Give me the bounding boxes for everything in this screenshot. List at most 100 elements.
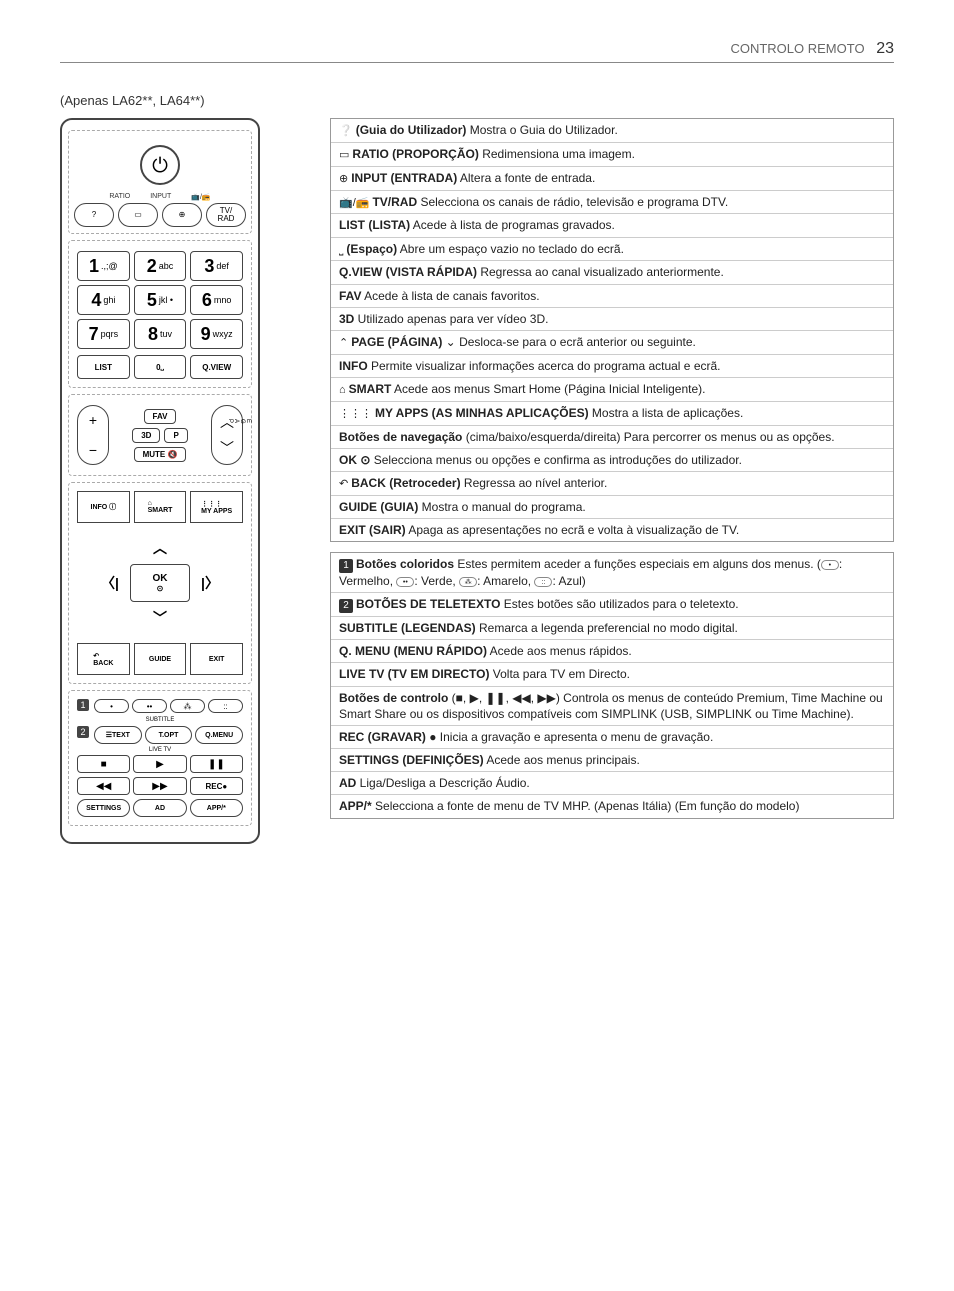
guide-oval-button[interactable]: ? <box>74 203 114 227</box>
red-button[interactable]: • <box>94 699 129 713</box>
subtitle-label: SUBTITLE <box>73 717 247 723</box>
ratio-button[interactable]: ▭ <box>118 203 158 227</box>
description-box-2: 1Botões coloridos Estes permitem aceder … <box>330 552 894 818</box>
qview-button[interactable]: Q.VIEW <box>190 355 243 379</box>
num-6-button[interactable]: 6mno <box>190 285 243 315</box>
dpad-down[interactable]: ﹀ <box>130 608 190 628</box>
desc-row: INFO Permite visualizar informações acer… <box>331 355 893 378</box>
desc-row: REC (GRAVAR) ● Inicia a gravação e apres… <box>331 726 893 749</box>
p-button[interactable]: P <box>164 428 187 443</box>
numpad: 1.,;@2abc3def 4ghi5jkl •6mno 7pqrs8tuv9wxy… <box>73 247 247 353</box>
desc-row: 2BOTÕES DE TELETEXTO Estes botões são ut… <box>331 593 893 617</box>
dpad-left[interactable]: 〈| <box>90 573 130 593</box>
description-box-1: ❔(Guia do Utilizador) Mostra o Guia do U… <box>330 118 894 542</box>
back-button[interactable]: ↶ BACK <box>77 643 130 675</box>
page-vertical-label: P A G E <box>227 419 251 424</box>
ratio-label: RATIO <box>109 193 130 201</box>
yellow-button[interactable]: ⁂ <box>170 699 205 713</box>
dpad-up[interactable]: ︿ <box>130 538 190 558</box>
desc-row: ⌂SMART Acede aos menus Smart Home (Págin… <box>331 378 893 402</box>
desc-row: FAV Acede à lista de canais favoritos. <box>331 285 893 308</box>
play-button[interactable]: ▶ <box>133 755 186 773</box>
green-button[interactable]: •• <box>132 699 167 713</box>
desc-row: ❔(Guia do Utilizador) Mostra o Guia do U… <box>331 119 893 143</box>
desc-row: Q.VIEW (VISTA RÁPIDA) Regressa ao canal … <box>331 261 893 284</box>
desc-row: 3D Utilizado apenas para ver vídeo 3D. <box>331 308 893 331</box>
page-number: 23 <box>876 40 894 57</box>
desc-row: Q. MENU (MENU RÁPIDO) Acede aos menus rá… <box>331 640 893 663</box>
num-3-button[interactable]: 3def <box>190 251 243 281</box>
volume-rocker[interactable]: + − <box>77 405 109 465</box>
ok-button[interactable]: OK⊙ <box>130 564 190 602</box>
dpad: ︿ 〈| OK⊙ |〉 ﹀ <box>73 525 247 641</box>
desc-row: ▭RATIO (PROPORÇÃO) Redimensiona uma imag… <box>331 143 893 167</box>
desc-row: SETTINGS (DEFINIÇÕES) Acede aos menus pr… <box>331 749 893 772</box>
smart-section: INFO ⓘ ⌂ SMART ⋮⋮⋮ MY APPS ︿ 〈| OK⊙ |〉 ﹀… <box>68 482 252 684</box>
desc-row: ⌃PAGE (PÁGINA) ⌄ Desloca-se para o ecrã … <box>331 331 893 355</box>
desc-row: ⎵(Espaço) Abre um espaço vazio no teclad… <box>331 238 893 262</box>
desc-row: Botões de navegação (cima/baixo/esquerda… <box>331 426 893 449</box>
num-4-button[interactable]: 4ghi <box>77 285 130 315</box>
ad-button[interactable]: AD <box>133 799 186 817</box>
desc-row: Botões de controlo (■, ▶, ❚❚, ◀◀, ▶▶) Co… <box>331 687 893 726</box>
dpad-right[interactable]: |〉 <box>190 573 230 593</box>
fav-button[interactable]: FAV <box>144 409 177 424</box>
numpad-section: 1.,;@2abc3def 4ghi5jkl •6mno 7pqrs8tuv9wxy… <box>68 240 252 388</box>
rec-button[interactable]: REC● <box>190 777 243 795</box>
zero-button[interactable]: 0⎵ <box>134 355 187 379</box>
3d-button[interactable]: 3D <box>132 428 160 443</box>
model-note: (Apenas LA62**, LA64**) <box>60 93 894 108</box>
power-button[interactable]: ⏻ <box>140 145 180 185</box>
page-header: CONTROLO REMOTO 23 <box>60 40 894 63</box>
desc-row: GUIDE (GUIA) Mostra o manual do programa… <box>331 496 893 519</box>
app-button[interactable]: APP/* <box>190 799 243 817</box>
desc-row: LIVE TV (TV EM DIRECTO) Volta para TV em… <box>331 663 893 686</box>
volume-section: + − FAV 3D P MUTE 🔇 ︿ ﹀ P A G E <box>68 394 252 476</box>
desc-row: 📺/📻TV/RAD Selecciona os canais de rádio,… <box>331 191 893 215</box>
blue-button[interactable]: :: <box>208 699 243 713</box>
input-label: INPUT <box>150 193 171 201</box>
section-title: CONTROLO REMOTO <box>730 41 864 56</box>
channel-rocker[interactable]: ︿ ﹀ <box>211 405 243 465</box>
channel-down-icon: ﹀ <box>220 438 234 458</box>
mute-button[interactable]: MUTE 🔇 <box>134 447 187 462</box>
input-button[interactable]: ⊕ <box>162 203 202 227</box>
desc-row: ⋮⋮⋮MY APPS (AS MINHAS APLICAÇÕES) Mostra… <box>331 402 893 426</box>
marker-2: 2 <box>77 726 89 738</box>
desc-row: SUBTITLE (LEGENDAS) Remarca a legenda pr… <box>331 617 893 640</box>
desc-row: APP/* Selecciona a fonte de menu de TV M… <box>331 795 893 817</box>
num-2-button[interactable]: 2abc <box>134 251 187 281</box>
guide-button[interactable]: GUIDE <box>134 643 187 675</box>
num-7-button[interactable]: 7pqrs <box>77 319 130 349</box>
text-button[interactable]: ☰TEXT <box>94 726 142 744</box>
smart-button[interactable]: ⌂ SMART <box>134 491 187 523</box>
list-button[interactable]: LIST <box>77 355 130 379</box>
qmenu-button[interactable]: Q.MENU <box>195 726 243 744</box>
num-8-button[interactable]: 8tuv <box>134 319 187 349</box>
num-5-button[interactable]: 5jkl • <box>134 285 187 315</box>
num-1-button[interactable]: 1.,;@ <box>77 251 130 281</box>
desc-row: ⊕INPUT (ENTRADA) Altera a fonte de entra… <box>331 167 893 191</box>
num-9-button[interactable]: 9wxyz <box>190 319 243 349</box>
rewind-button[interactable]: ◀◀ <box>77 777 130 795</box>
tvrad-button[interactable]: TV/ RAD <box>206 203 246 227</box>
forward-button[interactable]: ▶▶ <box>133 777 186 795</box>
myapps-button[interactable]: ⋮⋮⋮ MY APPS <box>190 491 243 523</box>
topt-button[interactable]: T.OPT <box>145 726 193 744</box>
pause-button[interactable]: ❚❚ <box>190 755 243 773</box>
remote-control: ⏻ RATIO INPUT 📺/📻 ? ▭ ⊕ TV/ RAD 1.,;@2ab… <box>60 118 260 844</box>
marker-1: 1 <box>77 699 89 711</box>
settings-button[interactable]: SETTINGS <box>77 799 130 817</box>
desc-row: LIST (LISTA) Acede à lista de programas … <box>331 214 893 237</box>
stop-button[interactable]: ■ <box>77 755 130 773</box>
remote-top-section: ⏻ RATIO INPUT 📺/📻 ? ▭ ⊕ TV/ RAD <box>68 130 252 234</box>
tvrad-icon-label: 📺/📻 <box>191 193 210 201</box>
exit-button[interactable]: EXIT <box>190 643 243 675</box>
desc-row: 1Botões coloridos Estes permitem aceder … <box>331 553 893 593</box>
bottom-section: 1 • •• ⁂ :: SUBTITLE 2 ☰TEXT T.OPT Q.MEN… <box>68 690 252 826</box>
desc-row: OK ⊙ Selecciona menus ou opções e confir… <box>331 449 893 472</box>
info-button[interactable]: INFO ⓘ <box>77 491 130 523</box>
desc-row: AD Liga/Desliga a Descrição Áudio. <box>331 772 893 795</box>
desc-row: EXIT (SAIR) Apaga as apresentações no ec… <box>331 519 893 541</box>
volume-down-icon: − <box>89 442 97 458</box>
